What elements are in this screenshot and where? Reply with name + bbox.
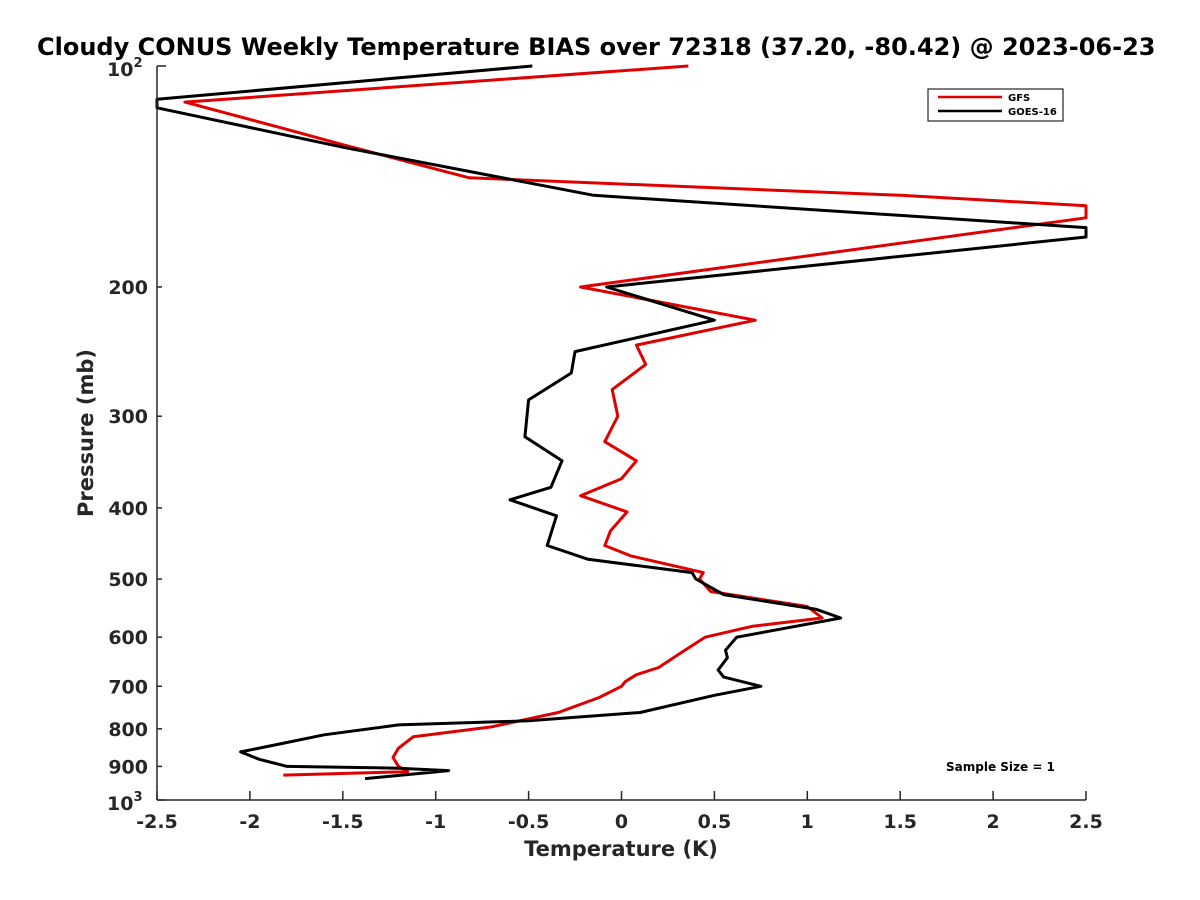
y-ticks: 200 300 400 500 600 700 800 900	[108, 65, 166, 801]
x-tick-label: 2.5	[1069, 811, 1103, 833]
series-layer	[155, 64, 1088, 781]
y-tick-label-bottom: 103	[107, 790, 143, 815]
y-tick-label: 700	[108, 676, 148, 698]
x-tick-label: 1.5	[883, 811, 917, 833]
x-tick-label: -2	[239, 811, 260, 833]
x-tick-label: 2	[986, 811, 999, 833]
y-tick-label: 400	[108, 498, 148, 520]
y-tick-label: 200	[108, 277, 148, 299]
chart-title: Cloudy CONUS Weekly Temperature BIAS ove…	[37, 33, 1155, 61]
x-tick-label: -1	[425, 811, 446, 833]
x-axis-label: Temperature (K)	[524, 837, 718, 861]
y-axis-label: Pressure (mb)	[74, 349, 98, 517]
legend: GFS GOES-16	[927, 88, 1064, 122]
legend-label-goes16: GOES-16	[1008, 107, 1057, 118]
x-tick-label: -1.5	[322, 811, 364, 833]
series-line-goes16	[155, 64, 1088, 781]
series-line-gfs	[183, 64, 1088, 777]
y-tick-label-top: 102	[107, 56, 143, 81]
x-tick-label: 0	[615, 811, 628, 833]
x-tick-label: 1	[801, 811, 814, 833]
y-tick-label: 500	[108, 569, 148, 591]
legend-box	[927, 88, 1064, 122]
x-tick-label: -0.5	[508, 811, 550, 833]
y-tick-label: 300	[108, 406, 148, 428]
y-tick-label: 800	[108, 719, 148, 741]
sample-size-annotation: Sample Size = 1	[946, 760, 1055, 774]
y-tick-label: 900	[108, 756, 148, 778]
legend-label-gfs: GFS	[1008, 93, 1030, 104]
y-tick-label: 600	[108, 627, 148, 649]
x-ticks: -2.5 -2 -1.5 -1 -0.5 0 0.5 1 1.5 2 2.5	[136, 791, 1103, 833]
x-tick-label: 0.5	[698, 811, 732, 833]
x-tick-label: -2.5	[136, 811, 178, 833]
